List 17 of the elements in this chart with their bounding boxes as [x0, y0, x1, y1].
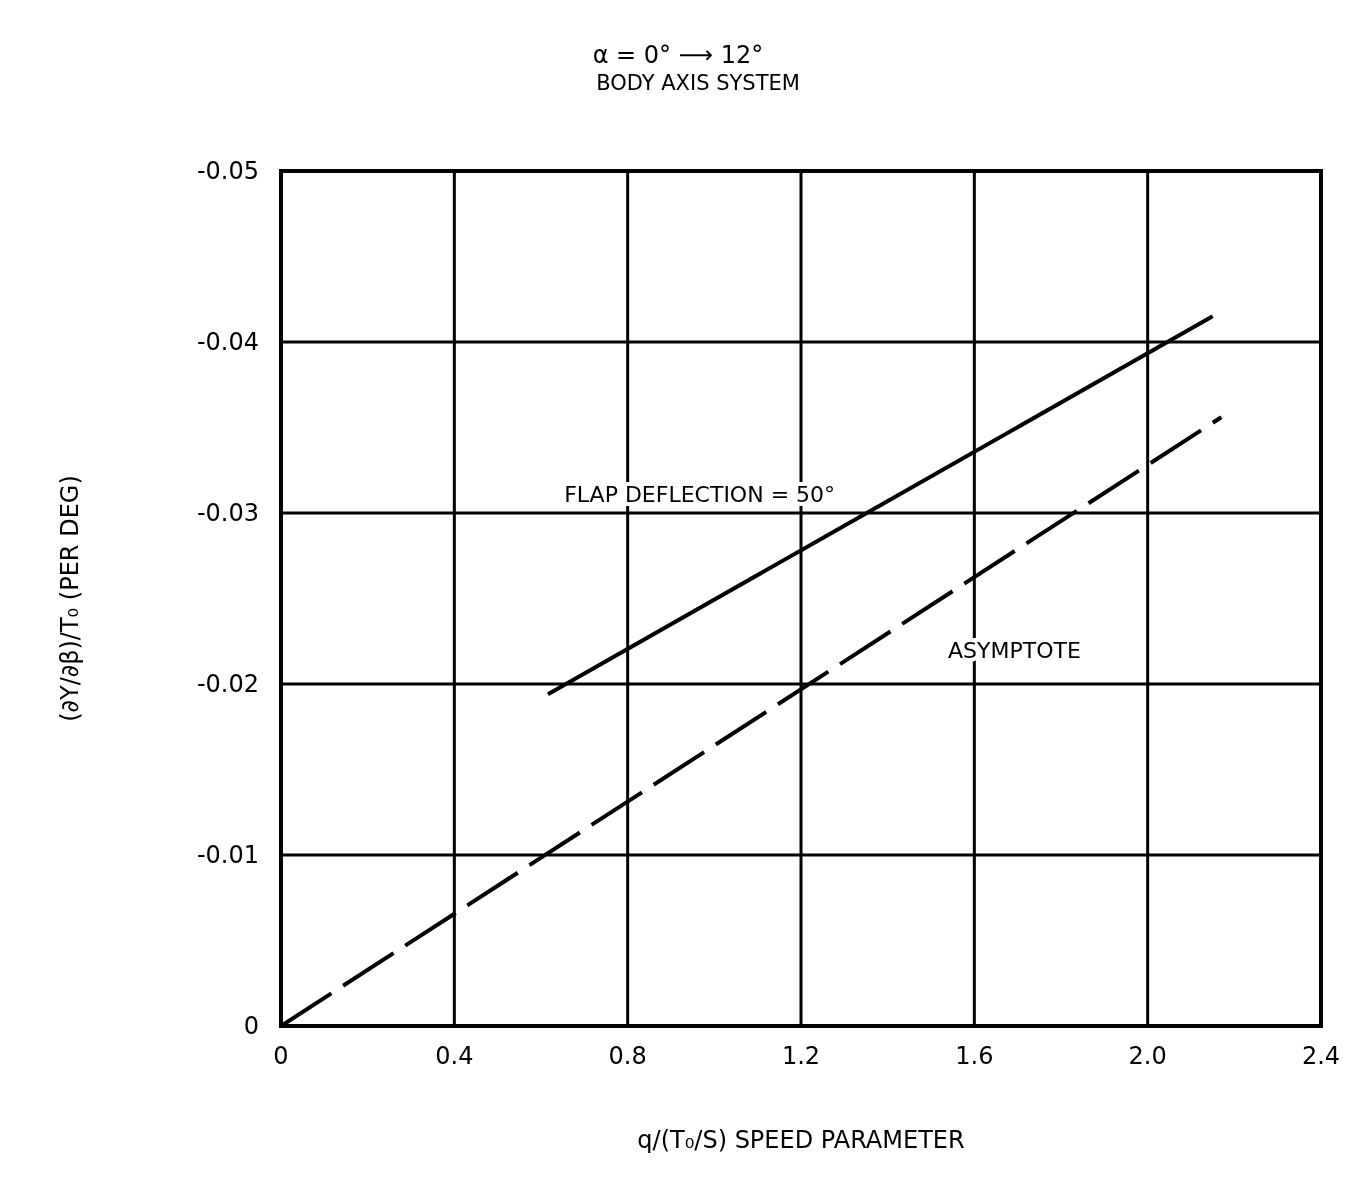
y-axis-title: (∂Y/∂β)/T₀ (PER DEG): [56, 475, 84, 722]
y-tick-label: 0: [243, 1012, 259, 1040]
x-tick-label: 1.6: [955, 1042, 994, 1070]
x-tick-label: 2.0: [1128, 1042, 1167, 1070]
x-axis-title: q/(T₀/S) SPEED PARAMETER: [637, 1126, 965, 1154]
x-tick-label: 0.4: [435, 1042, 474, 1070]
x-tick-label: 2.4: [1301, 1042, 1341, 1070]
y-tick-label: -0.02: [196, 670, 259, 698]
x-tick-label: 0.8: [608, 1042, 647, 1070]
y-tick-label: -0.03: [196, 499, 259, 527]
y-tick-label: -0.01: [196, 841, 259, 869]
y-tick-label: -0.05: [196, 157, 259, 185]
chart-title: α = 0° ⟶ 12°: [592, 41, 764, 69]
chart-subtitle: BODY AXIS SYSTEM: [596, 71, 800, 95]
y-tick-label: -0.04: [196, 328, 259, 356]
x-tick-label: 0: [273, 1042, 289, 1070]
x-tick-label: 1.2: [781, 1042, 821, 1070]
